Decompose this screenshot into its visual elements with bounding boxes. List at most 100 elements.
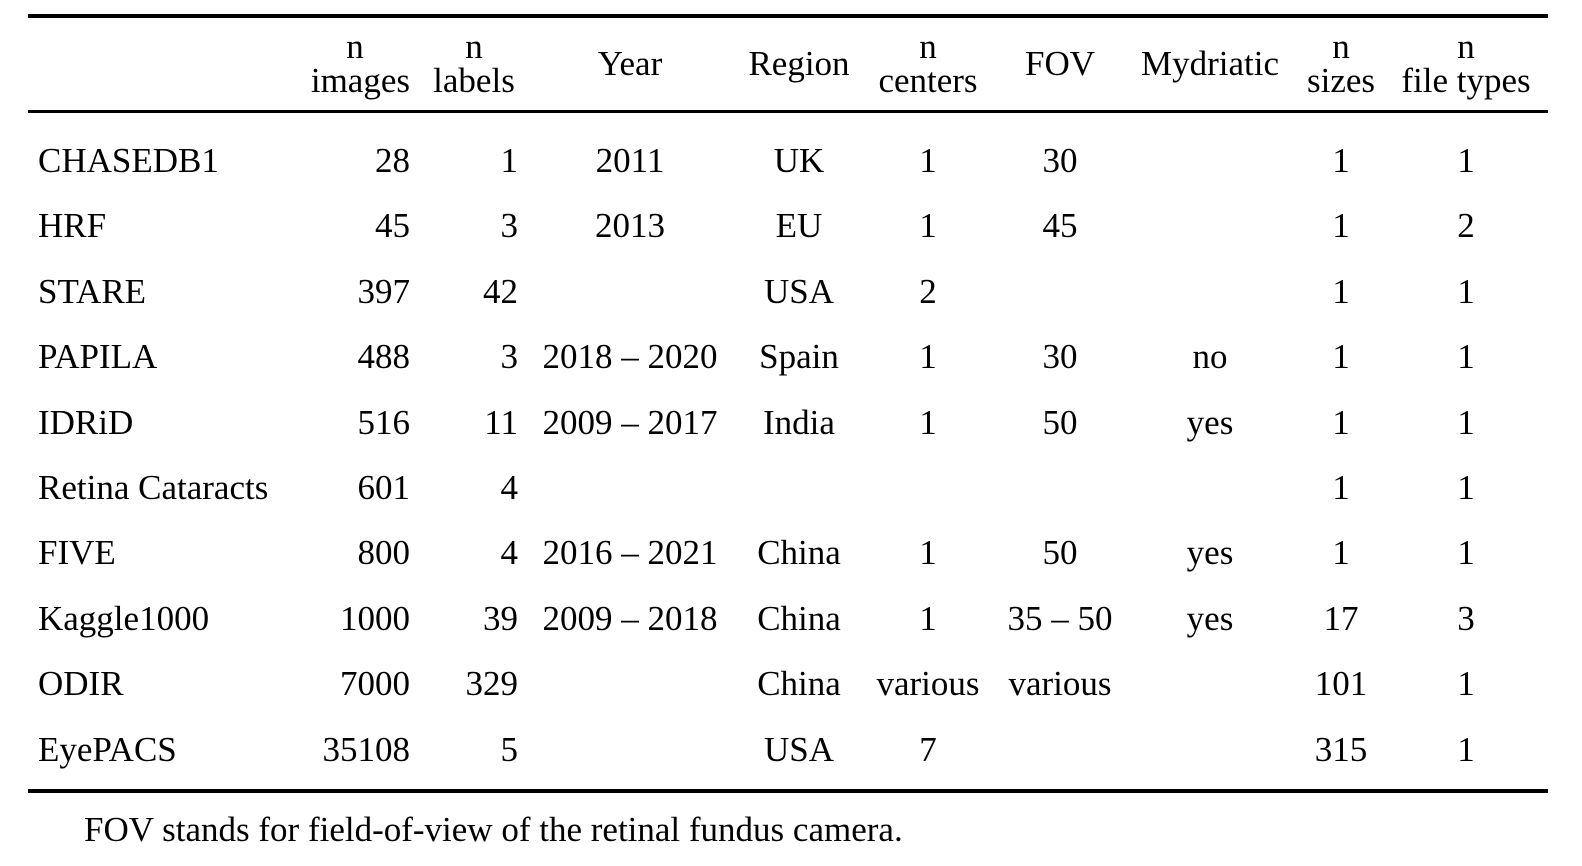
table-header-rule <box>28 110 1548 113</box>
n-file-types: 1 <box>1457 533 1475 573</box>
dataset-name: CHASEDB1 <box>38 141 219 180</box>
region: EU <box>775 206 823 246</box>
dataset-name: EyePACS <box>38 729 177 769</box>
n-sizes: 17 <box>1323 598 1359 638</box>
mydriatic <box>1135 193 1285 258</box>
header-n-sizes: n sizes <box>1296 18 1386 110</box>
dataset-name: ODIR <box>38 664 124 704</box>
year <box>530 259 730 324</box>
n-file-types: 1 <box>1457 271 1475 311</box>
n-images: 45 <box>375 206 410 246</box>
region <box>740 455 858 520</box>
fov <box>995 717 1125 782</box>
year <box>530 651 730 716</box>
mydriatic <box>1135 259 1285 324</box>
table-row: HRF 45 3 2013 EU 1 45 1 2 <box>0 193 1582 258</box>
n-centers: 1 <box>919 141 937 180</box>
mydriatic <box>1135 651 1285 716</box>
header-year: Year <box>530 18 730 110</box>
n-images: 28 <box>375 141 410 180</box>
table-body: CHASEDB1 28 1 2011 UK 1 30 1 1 HRF 45 3 … <box>0 128 1582 782</box>
header-n-labels: n labels <box>428 18 520 110</box>
n-labels: 3 <box>500 337 519 377</box>
table-row: PAPILA 488 3 2018 – 2020 Spain 1 30 no 1… <box>0 324 1582 389</box>
region: UK <box>773 141 825 180</box>
n-file-types: 1 <box>1457 729 1475 769</box>
mydriatic <box>1135 128 1285 193</box>
n-sizes: 1 <box>1332 337 1350 377</box>
fov <box>995 455 1125 520</box>
year: 2009 – 2018 <box>542 598 718 638</box>
table-row: Kaggle1000 1000 39 2009 – 2018 China 1 3… <box>0 586 1582 651</box>
table-top-rule <box>28 14 1548 18</box>
header-n-centers: n centers <box>868 18 988 110</box>
header-region: Region <box>740 18 858 110</box>
fov: 35 – 50 <box>1007 598 1113 638</box>
dataset-name: STARE <box>38 271 147 311</box>
header-line2: images <box>310 61 410 100</box>
n-centers <box>868 455 988 520</box>
region: USA <box>763 271 835 311</box>
region: China <box>757 664 841 704</box>
year <box>530 717 730 782</box>
n-centers: 7 <box>919 729 937 769</box>
n-labels: 5 <box>500 729 519 769</box>
n-file-types: 1 <box>1457 467 1475 507</box>
n-labels: 3 <box>500 206 519 246</box>
header-line2: Year <box>597 44 663 83</box>
header-line1: n <box>346 27 364 66</box>
fov: 45 <box>1042 206 1078 246</box>
n-images: 7000 <box>340 664 410 704</box>
year: 2009 – 2017 <box>542 402 718 442</box>
header-line2: centers <box>878 61 978 100</box>
region: India <box>763 402 835 442</box>
n-file-types: 1 <box>1457 664 1475 704</box>
fov: 30 <box>1042 337 1078 377</box>
n-images: 516 <box>357 402 411 442</box>
n-file-types: 1 <box>1457 402 1475 442</box>
n-centers: 2 <box>919 271 937 311</box>
fov <box>995 259 1125 324</box>
dataset-name: IDRiD <box>38 402 134 442</box>
dataset-name: PAPILA <box>38 337 158 377</box>
n-labels: 1 <box>500 141 519 180</box>
n-labels: 39 <box>483 598 518 638</box>
n-images: 601 <box>357 467 411 507</box>
mydriatic <box>1135 717 1285 782</box>
fov: 30 <box>1042 141 1078 180</box>
header-line1: n <box>1332 27 1350 66</box>
dataset-name: Kaggle1000 <box>38 598 210 638</box>
n-images: 1000 <box>340 598 410 638</box>
n-sizes: 1 <box>1332 402 1350 442</box>
n-labels: 11 <box>484 402 518 442</box>
n-centers: various <box>876 664 980 704</box>
dataset-name: Retina Cataracts <box>38 467 269 507</box>
n-labels: 42 <box>483 271 518 311</box>
n-file-types: 3 <box>1457 598 1475 638</box>
n-centers: 1 <box>919 206 937 246</box>
n-images: 397 <box>357 271 411 311</box>
mydriatic: yes <box>1186 533 1234 573</box>
header-n-file-types: n file types <box>1396 18 1536 110</box>
header-line1: n <box>919 27 937 66</box>
table-footnote: FOV stands for field-of-view of the reti… <box>84 810 903 849</box>
fov: 50 <box>1042 402 1078 442</box>
fov: 50 <box>1042 533 1078 573</box>
year: 2013 <box>595 206 665 246</box>
n-sizes: 1 <box>1332 206 1350 246</box>
header-line2: Mydriatic <box>1140 44 1280 83</box>
header-line2: sizes <box>1306 61 1376 100</box>
region: Spain <box>759 337 839 377</box>
year: 2011 <box>595 141 665 180</box>
n-file-types: 2 <box>1457 206 1475 246</box>
header-line1: n <box>1457 27 1475 66</box>
header-fov: FOV <box>995 18 1125 110</box>
dataset-name: FIVE <box>38 533 116 573</box>
n-images: 35108 <box>322 729 411 769</box>
table-row: EyePACS 35108 5 USA 7 315 1 <box>0 717 1582 782</box>
header-mydriatic: Mydriatic <box>1135 18 1285 110</box>
dataset-name: HRF <box>38 206 107 246</box>
region: China <box>757 533 841 573</box>
n-sizes: 1 <box>1332 467 1350 507</box>
table-header-row: n images n labels Year Region n centers … <box>0 18 1582 110</box>
